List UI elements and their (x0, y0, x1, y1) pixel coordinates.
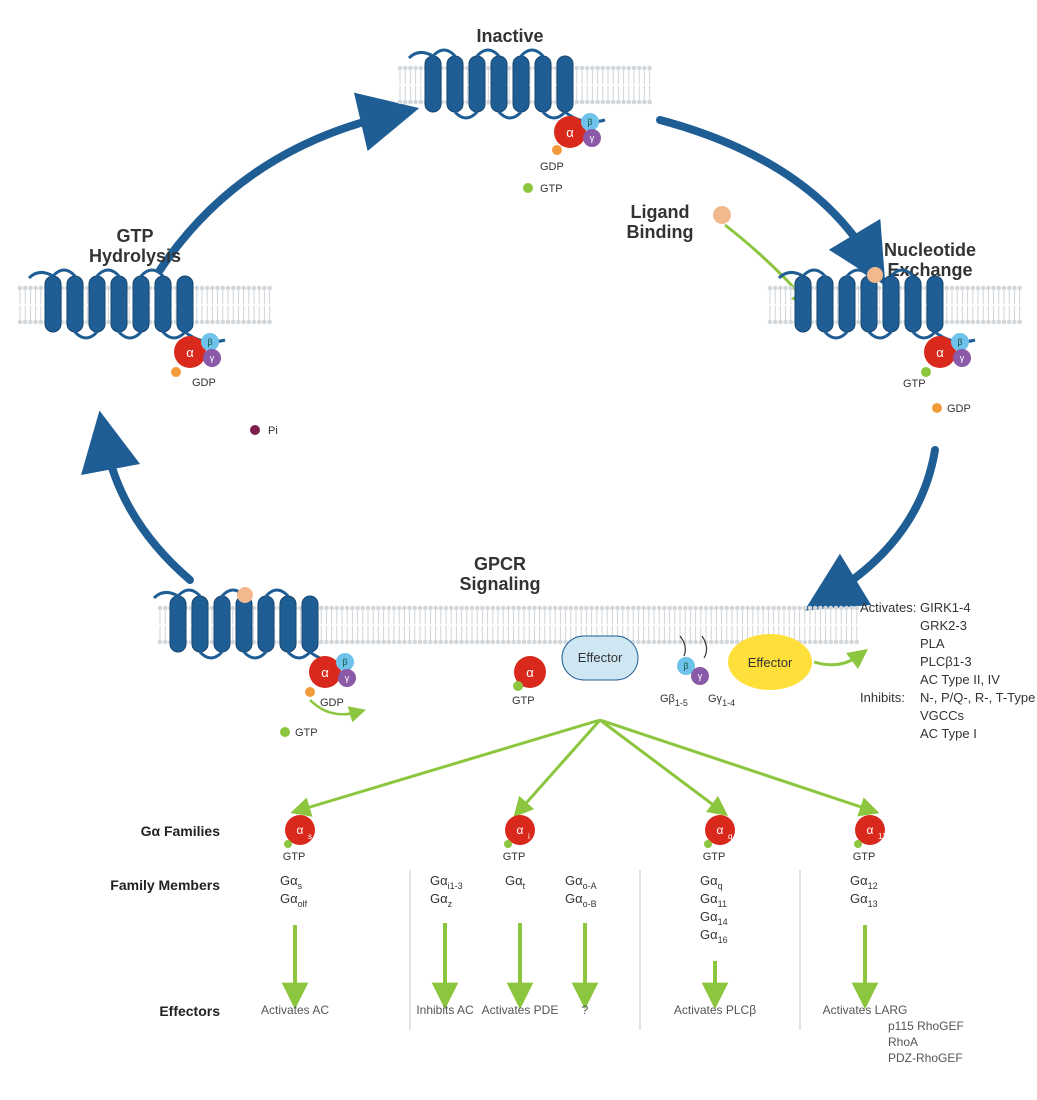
svg-text:β: β (587, 117, 592, 127)
svg-text:Gα16: Gα16 (700, 927, 728, 945)
signaling-title: GPCRSignaling (460, 554, 541, 594)
gpcr-cycle-diagram: LigandBinding Inactive αβγ GDP GTP Nucle… (0, 0, 1037, 1100)
svg-text:Gα14: Gα14 (700, 909, 728, 927)
svg-text:Effector: Effector (748, 655, 793, 670)
svg-text:Gαo-A: Gαo-A (565, 873, 597, 891)
svg-text:α: α (186, 345, 194, 360)
svg-text:PLCβ1-3: PLCβ1-3 (920, 654, 972, 669)
svg-text:Activates AC: Activates AC (261, 1003, 329, 1017)
svg-text:γ: γ (960, 353, 965, 363)
svg-text:GTP: GTP (540, 183, 563, 195)
exchange-title: NucleotideExchange (884, 240, 976, 280)
ligand-icon (713, 206, 731, 224)
svg-text:AC Type II, IV: AC Type II, IV (920, 672, 1000, 687)
svg-text:Gαz: Gαz (430, 891, 453, 909)
svg-text:α: α (936, 345, 944, 360)
svg-text:GTP: GTP (503, 851, 526, 863)
svg-text:GDP: GDP (320, 697, 344, 709)
svg-text:Gα Families: Gα Families (141, 823, 221, 839)
svg-text:PDZ-RhoGEF: PDZ-RhoGEF (888, 1051, 963, 1065)
effector-alpha: Effector (562, 636, 638, 680)
svg-text:β: β (207, 337, 212, 347)
svg-text:α: α (526, 665, 534, 680)
beta-gamma-effects: Activates: GIRK1-4 GRK2-3 PLA PLCβ1-3 AC Type… (860, 600, 1035, 741)
svg-text:Activates:: Activates: (860, 600, 916, 615)
svg-text:Activates PLCβ: Activates PLCβ (674, 1003, 756, 1017)
svg-text:β: β (957, 337, 962, 347)
svg-text:GIRK1-4: GIRK1-4 (920, 600, 971, 615)
svg-text:Gα11: Gα11 (700, 891, 727, 909)
svg-text:?: ? (582, 1003, 589, 1017)
ligand-bound-icon (867, 267, 883, 283)
svg-text:γ: γ (345, 673, 350, 683)
stage-gtp-hydrolysis: GTPHydrolysis α βγ GDP Pi (18, 226, 278, 437)
svg-text:Activates LARG: Activates LARG (823, 1003, 908, 1017)
svg-text:Gγ1-4: Gγ1-4 (708, 693, 735, 708)
svg-text:Gα12: Gα12 (850, 873, 878, 891)
svg-text:VGCCs: VGCCs (920, 708, 965, 723)
svg-text:Gαs: Gαs (280, 873, 303, 891)
cycle-arrows (105, 115, 935, 595)
svg-text:α: α (297, 823, 304, 837)
svg-text:Activates PDE: Activates PDE (482, 1003, 559, 1017)
svg-text:Inhibits:: Inhibits: (860, 690, 905, 705)
svg-text:i: i (528, 832, 530, 841)
svg-text:q: q (728, 832, 732, 841)
svg-text:γ: γ (210, 353, 215, 363)
svg-text:Gαi1-3: Gαi1-3 (430, 873, 463, 891)
svg-text:α: α (321, 665, 329, 680)
svg-text:β: β (342, 657, 347, 667)
free-alpha: α GTP (512, 656, 546, 707)
svg-text:N-, P/Q-, R-, T-Type: N-, P/Q-, R-, T-Type (920, 690, 1035, 705)
hydrolysis-title: GTPHydrolysis (89, 226, 181, 266)
svg-text:GTP: GTP (703, 851, 726, 863)
free-beta-gamma: β γ Gβ1-5 Gγ1-4 (660, 636, 735, 708)
svg-text:γ: γ (590, 133, 595, 143)
svg-text:Gαt: Gαt (505, 873, 526, 891)
svg-text:Inhibits AC: Inhibits AC (416, 1003, 474, 1017)
ligand-bound-icon (237, 587, 253, 603)
svg-text:α: α (717, 823, 724, 837)
ligand-title: LigandBinding (627, 202, 694, 242)
stage-gpcr-signaling: GPCRSignaling αβγ α GTP Effector β γ Gβ1… (154, 554, 1035, 741)
svg-text:α: α (867, 823, 874, 837)
g-alpha-families: Gα FamiliesFamily MembersEffectorsαsGTPG… (110, 720, 964, 1065)
svg-text:α: α (517, 823, 524, 837)
svg-text:GTP: GTP (853, 851, 876, 863)
stage-nucleotide-exchange: NucleotideExchange α βγ GTP GDP (768, 240, 1022, 415)
svg-text:PLA: PLA (920, 636, 945, 651)
stage-inactive: Inactive α βγ GDP GTP (398, 26, 652, 195)
svg-text:s: s (308, 832, 312, 841)
svg-text:GDP: GDP (947, 403, 971, 415)
svg-text:Effector: Effector (578, 650, 623, 665)
svg-text:Family Members: Family Members (110, 877, 220, 893)
inactive-title: Inactive (476, 26, 543, 46)
svg-text:Gαo-B: Gαo-B (565, 891, 597, 909)
svg-text:Gαq: Gαq (700, 873, 723, 891)
svg-text:GTP: GTP (283, 851, 306, 863)
svg-text:Gαolf: Gαolf (280, 891, 308, 909)
svg-text:Gβ1-5: Gβ1-5 (660, 693, 688, 708)
svg-text:RhoA: RhoA (888, 1035, 918, 1049)
svg-text:GDP: GDP (192, 377, 216, 389)
svg-text:β: β (683, 661, 688, 671)
svg-text:12: 12 (878, 832, 887, 841)
svg-text:p115 RhoGEF: p115 RhoGEF (888, 1019, 964, 1033)
svg-text:α: α (566, 125, 574, 140)
ligand-arrow: LigandBinding (627, 202, 805, 300)
svg-text:γ: γ (698, 671, 703, 681)
svg-text:GDP: GDP (540, 161, 564, 173)
svg-text:Pi: Pi (268, 425, 278, 437)
svg-text:GRK2-3: GRK2-3 (920, 618, 967, 633)
svg-text:Effectors: Effectors (159, 1003, 220, 1019)
svg-text:Gα13: Gα13 (850, 891, 878, 909)
svg-text:GTP: GTP (903, 378, 926, 390)
effector-bg: Effector (728, 634, 812, 690)
svg-text:AC Type I: AC Type I (920, 726, 977, 741)
svg-text:GTP: GTP (295, 727, 318, 739)
svg-text:GTP: GTP (512, 695, 535, 707)
